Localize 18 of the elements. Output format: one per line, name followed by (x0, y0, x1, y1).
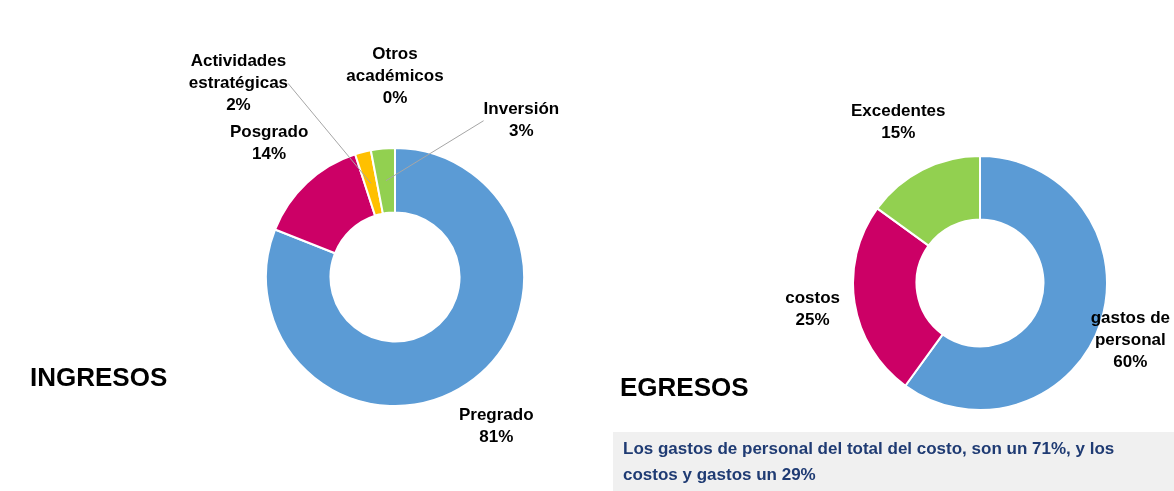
text: 0% (382, 87, 408, 107)
slice-label: costos (785, 288, 840, 308)
text: EGRESOS (620, 372, 749, 403)
data-label: 81% (479, 426, 514, 446)
text: INGRESOS (30, 362, 168, 393)
data-label: 25% (795, 310, 830, 330)
slice-label: Excedentes (851, 101, 946, 121)
data-label: 15% (881, 123, 916, 143)
text: Los gastos de personal del total del costo, son un 71%, y los costos y gastos un 29% (613, 432, 1174, 491)
data-label: 2% (226, 95, 251, 115)
slice-label: Actividades estratégicas (188, 51, 289, 93)
data-label: 3% (509, 121, 534, 141)
data-label: 60% (1113, 352, 1148, 372)
category-label: Otros académicos (346, 43, 444, 85)
slice-label: Posgrado (229, 121, 309, 141)
slice-label: Inversión (483, 99, 560, 119)
slice-label: Pregrado (458, 404, 534, 424)
data-label: 14% (252, 143, 287, 163)
